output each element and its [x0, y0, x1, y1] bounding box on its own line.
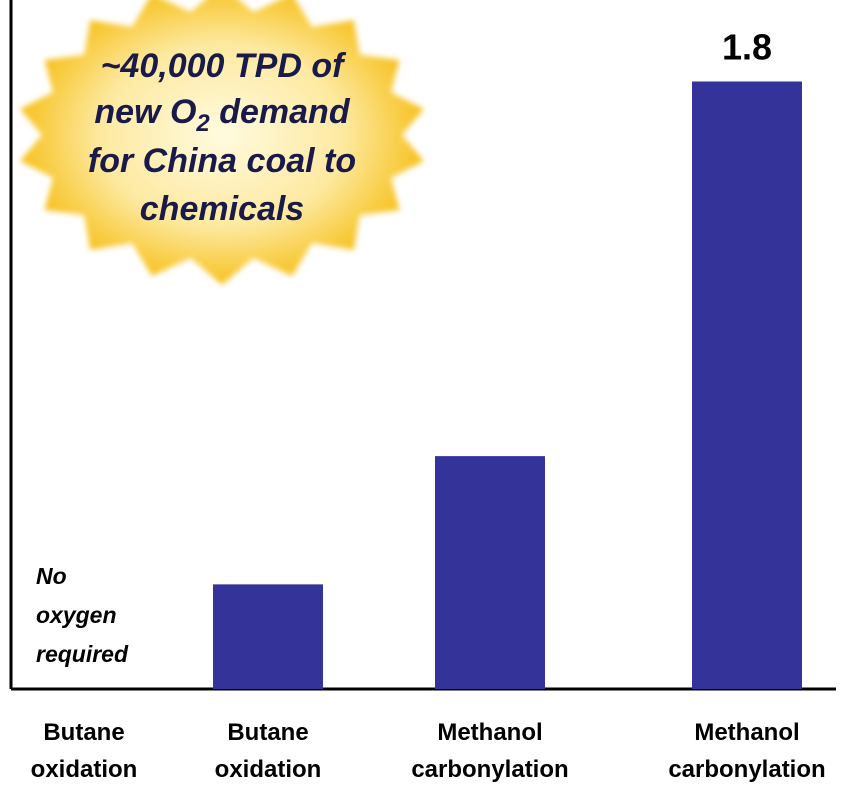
callout-line-1: ~40,000 TPD of — [101, 47, 348, 85]
no-oxygen-note-line-1: No — [36, 563, 67, 589]
category-label-1-line-2: oxidation — [31, 756, 138, 783]
no-oxygen-note-line-3: required — [36, 641, 129, 667]
category-label-2-line-2: oxidation — [215, 756, 322, 783]
category-label-4-line-2: carbonylation — [668, 756, 825, 783]
callout-line-4: chemicals — [140, 190, 304, 228]
bar-2 — [213, 584, 323, 689]
callout-line-3: for China coal to — [88, 142, 356, 180]
callout-o-label: new O — [94, 93, 196, 131]
category-label-3-line-1: Methanol — [437, 719, 542, 746]
category-label-2-line-1: Butane — [227, 719, 308, 746]
callout-subscript: 2 — [195, 110, 210, 137]
bar-4 — [692, 81, 802, 689]
bar-3 — [435, 456, 545, 689]
callout-line-2: new O2 demand — [94, 93, 350, 137]
callout-burst: ~40,000 TPD of new O2 demand for China c… — [20, 0, 424, 285]
value-labels-group: 1.8 — [722, 27, 772, 68]
no-oxygen-note-line-2: oxygen — [36, 602, 117, 628]
callout-demand-label: demand — [210, 93, 351, 131]
category-label-1-line-1: Butane — [43, 719, 124, 746]
category-label-4-line-1: Methanol — [694, 719, 799, 746]
value-label-4: 1.8 — [722, 27, 772, 68]
category-labels-group: Butane oxidation Butane oxidation Methanol ca… — [31, 719, 826, 783]
starburst-shape — [20, 0, 424, 285]
category-label-3-line-2: carbonylation — [411, 756, 568, 783]
bars-group — [213, 81, 802, 689]
